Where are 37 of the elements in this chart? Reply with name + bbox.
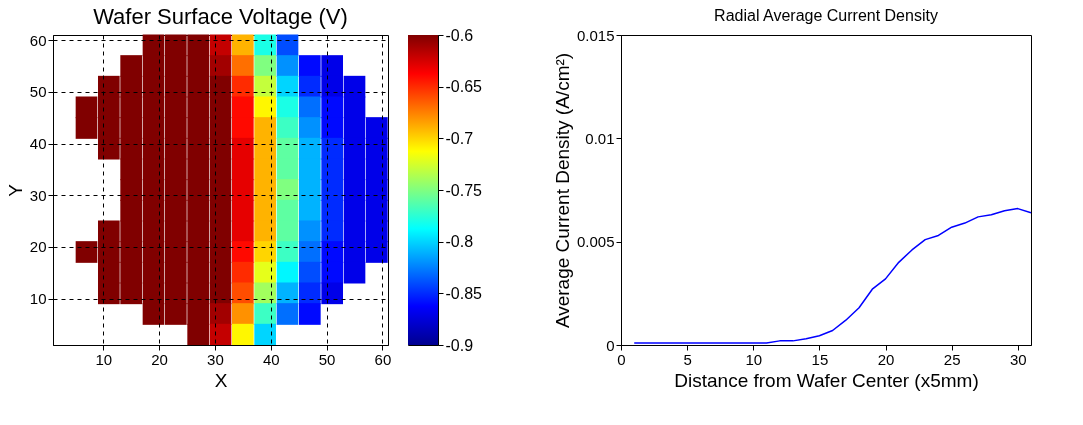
x-tick-label: 0 (617, 350, 626, 368)
y-axis-title: Average Current Density (A/cm²) (551, 52, 573, 329)
x-tick-label: 30 (207, 350, 224, 368)
y-tick-label: 10 (29, 290, 47, 307)
x-tick-label: 50 (318, 350, 336, 368)
color-bar-label: -0.85 (445, 284, 483, 302)
chart-title: Wafer Surface Voltage (V) (93, 4, 348, 30)
x-tick-label: 30 (1009, 350, 1027, 368)
y-tick-label: 60 (29, 31, 47, 49)
x-tick-label: 15 (811, 350, 829, 368)
y-tick-label: 0 (606, 336, 615, 354)
y-tick-label: 50 (29, 83, 47, 101)
color-bar-label: -0.8 (445, 233, 474, 251)
x-axis-title: Distance from Wafer Center (x5mm) (674, 369, 979, 391)
color-bar-label: -0.9 (445, 336, 474, 354)
x-tick-label: 25 (943, 350, 961, 368)
y-tick-label: 20 (29, 238, 47, 256)
color-bar-label: -0.75 (445, 181, 483, 199)
x-tick-label: 20 (877, 350, 895, 368)
color-bar-label: -0.7 (445, 129, 474, 147)
line-series (633, 207, 1032, 344)
x-axis-title: X (214, 369, 228, 391)
y-tick-label: 40 (29, 135, 47, 152)
color-bar-label: -0.65 (445, 78, 483, 96)
x-tick-label: 60 (374, 350, 392, 368)
x-tick-label: 10 (95, 350, 113, 368)
color-bar-label: -0.6 (445, 26, 474, 44)
y-axis-title: Y (4, 183, 26, 197)
x-tick-label: 40 (262, 350, 280, 368)
chart-title: Radial Average Current Density (714, 7, 938, 24)
y-tick-label: 30 (29, 186, 47, 204)
x-tick-label: 10 (745, 350, 763, 368)
y-tick-label: 0.01 (585, 129, 615, 147)
x-tick-label: 20 (151, 350, 168, 368)
x-tick-label: 5 (683, 350, 692, 368)
y-tick-label: 0.005 (576, 233, 615, 251)
y-tick-label: 0.015 (576, 26, 615, 44)
